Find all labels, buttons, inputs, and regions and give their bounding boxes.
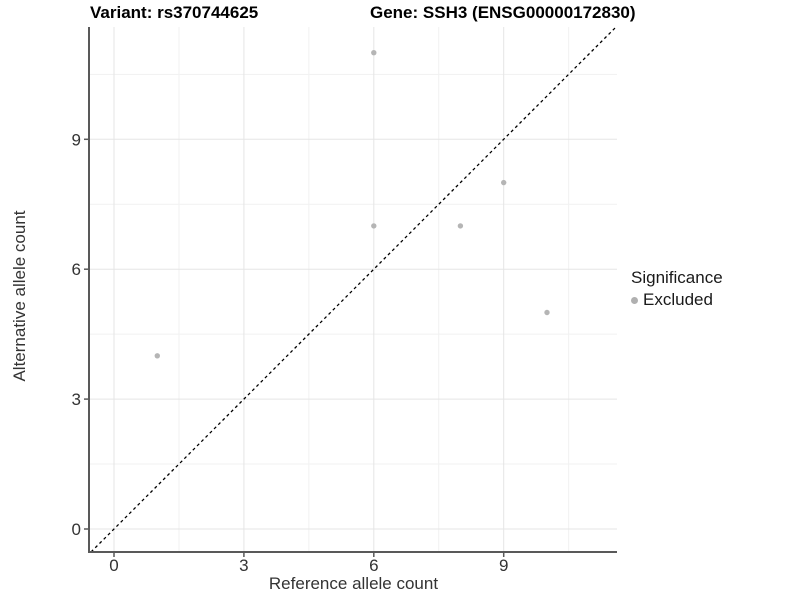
plot-title-gene: Gene: SSH3 (ENSG00000172830) (370, 3, 636, 22)
x-tick-label: 6 (369, 556, 378, 575)
y-tick-label: 0 (72, 520, 81, 539)
y-tick-label: 6 (72, 260, 81, 279)
x-tick-label: 0 (109, 556, 118, 575)
legend-title: Significance (631, 268, 723, 287)
x-axis-title: Reference allele count (268, 574, 439, 593)
legend: Significance Excluded (631, 268, 723, 310)
y-axis-title: Alternative allele count (10, 210, 29, 382)
legend-point-icon (631, 296, 638, 304)
data-point (544, 309, 550, 316)
y-tick-label: 9 (72, 130, 81, 149)
data-point (371, 223, 377, 229)
plot-title-variant: Variant: rs370744625 (90, 3, 259, 22)
y-tick-label: 3 (72, 390, 81, 409)
data-point (371, 50, 377, 56)
legend-item-excluded: Excluded (631, 290, 723, 310)
x-tick-label: 9 (499, 556, 508, 575)
data-point (457, 223, 464, 229)
identity-reference-line (90, 26, 617, 553)
data-point (501, 179, 507, 186)
legend-item-label: Excluded (643, 290, 713, 309)
x-tick-label: 3 (239, 556, 248, 575)
data-point (154, 353, 160, 359)
